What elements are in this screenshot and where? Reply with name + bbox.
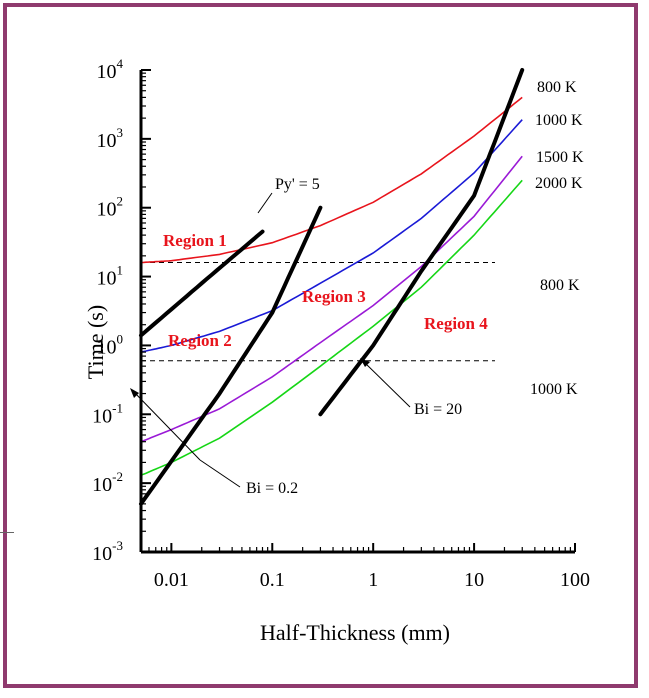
boundary-line-3	[318, 68, 525, 417]
frame-edge-line	[0, 532, 14, 533]
figure-frame	[3, 3, 638, 688]
x-tick-label-2: 0.1	[260, 569, 285, 591]
annotation-leader-bi20	[363, 361, 411, 408]
annotation-leader-py	[257, 192, 273, 214]
series-line-4	[140, 179, 523, 477]
ref-line-label-1000k: 1000 K	[530, 381, 578, 398]
y-tick-label-3: 10-1	[92, 400, 123, 427]
annotation-py: Py' = 5	[275, 176, 320, 193]
series-line-1	[140, 96, 523, 264]
x-tick-label-1: 0.01	[154, 569, 189, 591]
boundary-line-2	[139, 205, 323, 506]
annotation-leader-bi02b	[133, 391, 201, 461]
y-tick-label-8: 104	[97, 56, 124, 83]
region-3-label: Region 3	[302, 287, 366, 306]
series-line-3	[140, 155, 523, 443]
x-tick-label-4: 10	[464, 569, 484, 591]
region-1-label: Region 1	[163, 231, 227, 250]
annotation-leader-bi02	[199, 459, 241, 488]
y-tick-label-4: 100	[97, 331, 124, 358]
region-2-label: Region 2	[168, 331, 232, 350]
y-tick-label-6: 102	[97, 194, 124, 221]
series-label-1500k: 1500 K	[536, 149, 584, 166]
y-tick-label-2: 10-2	[92, 469, 123, 496]
series-label-1000k: 1000 K	[535, 112, 583, 129]
annotation-arrow-bi20	[360, 358, 370, 367]
annotation-bi02: Bi = 0.2	[246, 480, 298, 497]
region-4-label: Region 4	[424, 314, 488, 333]
annotation-bi20: Bi = 20	[414, 401, 462, 418]
y-tick-label-5: 101	[97, 263, 124, 290]
x-tick-label-5: 100	[560, 569, 590, 591]
annotation-arrow-bi02	[130, 388, 139, 398]
x-tick-label-3: 1	[368, 569, 378, 591]
series-line-2	[140, 119, 523, 353]
y-tick-label-1: 10-3	[92, 538, 123, 565]
y-axis-title: Time (s)	[83, 305, 108, 379]
x-axis-title: Half-Thickness (mm)	[260, 620, 450, 645]
y-tick-label-7: 103	[97, 125, 124, 152]
boundary-line-1	[139, 229, 265, 338]
series-label-800k: 800 K	[537, 79, 577, 96]
ref-line-label-800k: 800 K	[540, 277, 580, 294]
series-label-2000k: 2000 K	[535, 175, 583, 192]
